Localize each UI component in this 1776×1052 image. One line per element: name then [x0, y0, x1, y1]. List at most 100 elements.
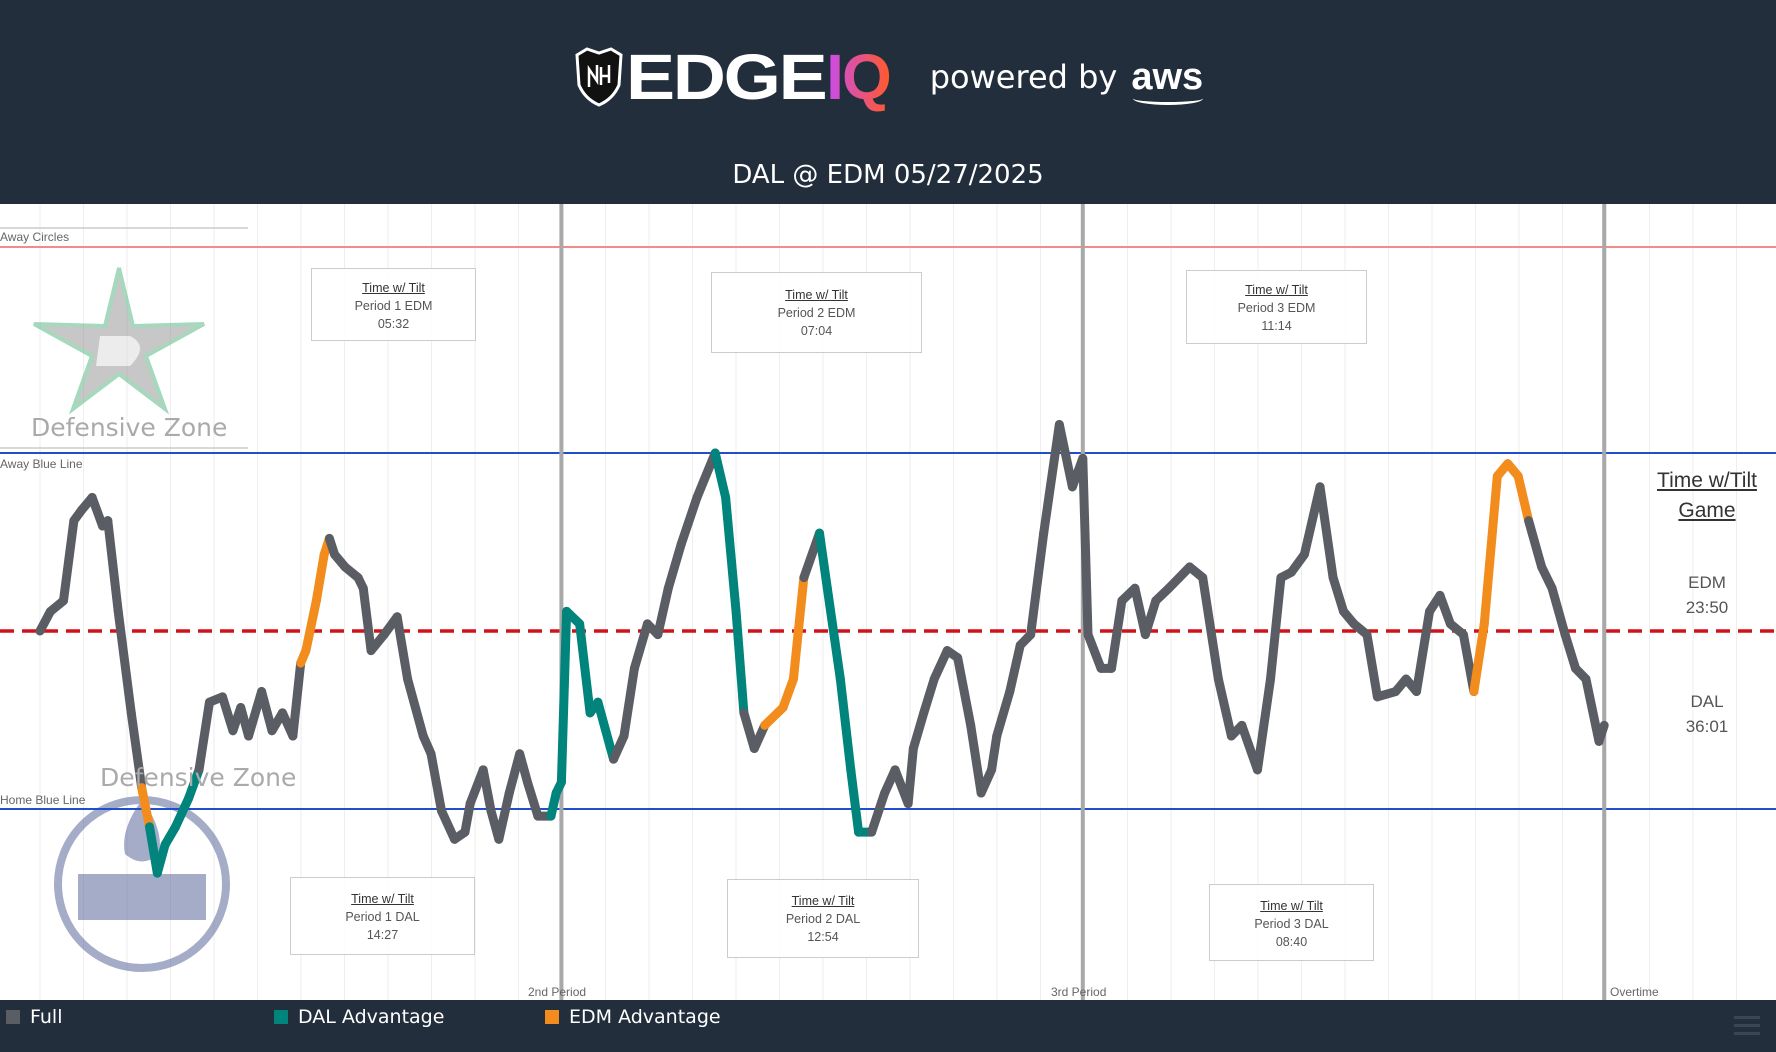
- tilt-segment-full: [1083, 630, 1106, 673]
- tilt-box-title: Time w/ Tilt: [1245, 283, 1308, 297]
- tilt-box-title: Time w/ Tilt: [785, 288, 848, 302]
- tilt-box-p1-edm: Time w/ Tilt Period 1 EDM 05:32: [311, 268, 476, 341]
- brand-logo: EDGE IQ powered by aws: [0, 40, 1776, 114]
- tilt-segment-full: [523, 777, 543, 821]
- tilt-segment-full: [653, 583, 673, 640]
- nhl-shield-icon: [575, 47, 623, 107]
- tilt-segment-full: [87, 493, 108, 531]
- tilt-segment-full: [436, 806, 460, 844]
- legend-item-full[interactable]: Full: [6, 1006, 63, 1028]
- tilt-box-time: 05:32: [377, 317, 410, 331]
- aws-logo: aws: [1131, 55, 1204, 105]
- tilt-segment-dal: [835, 674, 856, 775]
- tilt-segment-full: [478, 765, 496, 816]
- tilt-segment-full: [194, 697, 214, 775]
- tilt-segment-dal: [171, 793, 194, 832]
- legend-label: Full: [30, 1006, 63, 1028]
- game-edm-time: 23:50: [1685, 598, 1729, 617]
- tilt-box-label: Period 1 EDM: [354, 299, 433, 313]
- tilt-segment-full: [929, 646, 952, 684]
- tilt-segment-full: [288, 658, 306, 741]
- tilt-box-title: Time w/ Tilt: [791, 894, 855, 908]
- tilt-segment-full: [1026, 528, 1049, 640]
- tilt-box-time: 11:14: [1261, 319, 1292, 333]
- tilt-segment-dal: [822, 583, 845, 684]
- tilt-box-p3-dal: Time w/ Tilt Period 3 DAL 08:40: [1209, 884, 1374, 961]
- tilt-segment-edm: [778, 674, 798, 713]
- tilt-segment-dal: [814, 528, 832, 593]
- tilt-box-label: Period 3 DAL: [1254, 917, 1329, 931]
- tilt-box-title: Time w/ Tilt: [362, 281, 425, 295]
- tilt-segment-dal: [184, 765, 204, 803]
- tilt-segment-full: [58, 516, 79, 606]
- brand-edge: EDGE: [625, 41, 828, 113]
- tilt-segment-full: [1328, 573, 1348, 616]
- tilt-segment-full: [919, 674, 939, 718]
- away-defensive-zone-label: Defensive Zone: [31, 413, 228, 442]
- tilt-box-label: Period 1 DAL: [345, 910, 420, 924]
- tilt-segment-full: [1524, 516, 1547, 572]
- tilt-segment-full: [126, 708, 147, 793]
- tilt-segment-full: [953, 653, 976, 730]
- powered-by-text: powered by: [929, 58, 1118, 96]
- legend-swatch: [545, 1010, 559, 1024]
- tilt-segment-full: [113, 606, 136, 718]
- tilt-segment-dal: [152, 840, 170, 878]
- tilt-segment-full: [1252, 674, 1276, 775]
- brand-iq: IQ: [826, 41, 892, 113]
- tilt-segment-edm: [788, 573, 809, 684]
- tilt-segment-full: [903, 743, 918, 809]
- tilt-segment-full: [1581, 674, 1604, 746]
- legend-item-edm[interactable]: EDM Advantage: [545, 1006, 721, 1028]
- home-blue-line-label: Home Blue Line: [0, 793, 86, 807]
- header: EDGE IQ powered by aws DAL @ EDM 05/27/2…: [0, 0, 1776, 204]
- tilt-segment-full: [1213, 674, 1236, 741]
- game-dal-label: DAL: [1690, 692, 1724, 711]
- tilt-segment-full: [629, 619, 652, 673]
- game-tilt-subtitle: Game: [1678, 499, 1736, 522]
- edmonton-oilers-logo: [54, 796, 230, 972]
- menu-icon[interactable]: [1734, 1016, 1760, 1040]
- tilt-segment-full: [257, 687, 277, 736]
- tilt-box-p3-edm: Time w/ Tilt Period 3 EDM 11:14: [1186, 270, 1367, 344]
- tilt-series: [35, 420, 1609, 878]
- tilt-segment-full: [1054, 420, 1077, 492]
- tilt-segment-full: [1362, 630, 1382, 702]
- tilt-segment-dal: [731, 606, 749, 718]
- legend-item-dal[interactable]: DAL Advantage: [274, 1006, 444, 1028]
- legend-label: DAL Advantage: [298, 1006, 445, 1028]
- tilt-box-time: 08:40: [1275, 935, 1308, 949]
- tilt-segment-full: [494, 788, 514, 844]
- legend-swatch: [6, 1010, 20, 1024]
- tilt-segment-edm: [301, 596, 321, 656]
- home-defensive-zone-label: Defensive Zone: [100, 763, 297, 792]
- tilt-segment-full: [987, 731, 1002, 775]
- tilt-segment-edm: [1479, 471, 1502, 629]
- tilt-segment-full: [426, 749, 446, 816]
- tilt-box-time: 07:04: [800, 324, 833, 338]
- tilt-segment-full: [1005, 640, 1025, 697]
- tilt-segment-full: [908, 708, 929, 753]
- tilt-segment-full: [392, 612, 413, 684]
- tilt-segment-full: [867, 788, 890, 837]
- tilt-segment-full: [1435, 590, 1455, 629]
- away-blue-line-label: Away Blue Line: [0, 457, 83, 471]
- tilt-segment-full: [966, 720, 986, 798]
- game-title: DAL @ EDM 05/27/2025: [732, 160, 1044, 190]
- away-circles-label: Away Circles: [0, 230, 70, 244]
- tilt-box-label: Period 3 EDM: [1237, 301, 1316, 315]
- tilt-segment-full: [1315, 482, 1338, 583]
- tilt-segment-full: [358, 583, 376, 656]
- tilt-box-label: Period 2 DAL: [785, 912, 861, 926]
- tilt-segment-full: [1039, 420, 1064, 538]
- tilt-segment-full: [692, 448, 720, 502]
- tilt-segment-edm: [1513, 471, 1534, 526]
- tilt-box-label: Period 2 EDM: [777, 306, 856, 320]
- tilt-segment-dal: [556, 606, 572, 787]
- tilt-segment-full: [1411, 606, 1435, 697]
- tilt-segment-full: [1140, 596, 1161, 640]
- tilt-segment-dal: [710, 448, 731, 502]
- legend-label: EDM Advantage: [569, 1006, 721, 1028]
- tilt-segment-full: [1198, 573, 1223, 684]
- dallas-stars-logo: [33, 267, 205, 415]
